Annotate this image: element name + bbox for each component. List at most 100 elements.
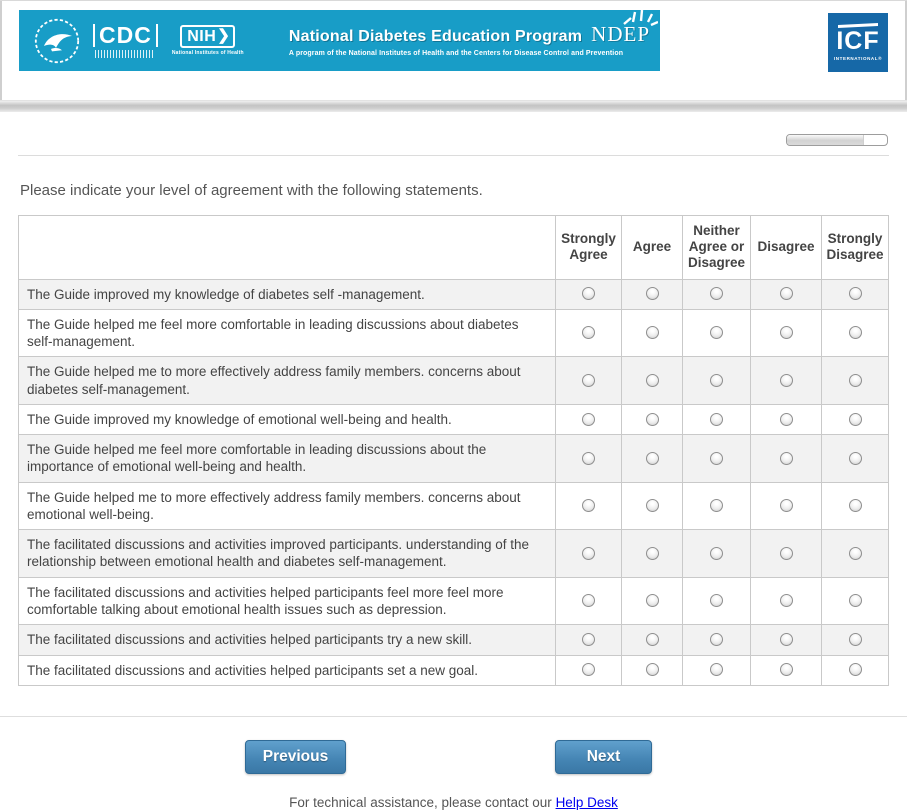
radio-cell[interactable] — [821, 481, 889, 531]
radio-q7-option3[interactable] — [710, 546, 723, 560]
radio-q8-option3[interactable] — [710, 594, 723, 608]
radio-cell[interactable] — [750, 434, 822, 483]
radio-q4-option4[interactable] — [779, 412, 793, 426]
radio-q10-option2[interactable] — [645, 663, 659, 677]
radio-cell[interactable] — [750, 529, 822, 578]
radio-cell[interactable] — [621, 654, 683, 686]
radio-cell[interactable] — [821, 576, 889, 626]
radio-q8-option4[interactable] — [779, 594, 793, 608]
radio-q7-option5[interactable] — [848, 546, 862, 560]
radio-q10-option4[interactable] — [779, 663, 793, 677]
radio-q1-option1[interactable] — [582, 287, 595, 301]
radio-cell[interactable] — [555, 576, 622, 626]
radio-cell[interactable] — [821, 403, 889, 436]
radio-q8-option5[interactable] — [848, 594, 862, 608]
radio-cell[interactable] — [750, 403, 822, 436]
radio-cell[interactable] — [555, 529, 622, 578]
radio-cell[interactable] — [621, 308, 683, 358]
radio-q9-option3[interactable] — [710, 633, 723, 647]
radio-cell[interactable] — [555, 481, 622, 531]
radio-q5-option4[interactable] — [779, 451, 793, 465]
radio-q10-option3[interactable] — [710, 663, 723, 677]
radio-cell[interactable] — [821, 529, 889, 578]
radio-q4-option5[interactable] — [848, 412, 862, 426]
radio-q4-option2[interactable] — [645, 412, 659, 426]
radio-cell[interactable] — [621, 481, 683, 531]
radio-q6-option5[interactable] — [848, 499, 862, 513]
radio-cell[interactable] — [621, 356, 683, 405]
radio-cell[interactable] — [555, 308, 622, 358]
radio-cell[interactable] — [821, 434, 889, 483]
radio-q3-option5[interactable] — [848, 373, 862, 387]
radio-q5-option2[interactable] — [645, 451, 659, 465]
radio-q4-option1[interactable] — [582, 412, 595, 426]
radio-q9-option4[interactable] — [779, 633, 793, 647]
next-button[interactable]: Next — [555, 739, 652, 774]
radio-q6-option2[interactable] — [645, 499, 659, 513]
radio-q9-option1[interactable] — [582, 633, 595, 647]
radio-cell[interactable] — [750, 308, 822, 358]
radio-q8-option2[interactable] — [645, 594, 659, 608]
radio-q2-option2[interactable] — [645, 326, 659, 340]
radio-cell[interactable] — [555, 654, 622, 686]
radio-q2-option1[interactable] — [582, 326, 595, 340]
radio-cell[interactable] — [821, 654, 889, 686]
radio-q6-option1[interactable] — [582, 499, 595, 513]
radio-q10-option1[interactable] — [582, 663, 595, 677]
radio-cell[interactable] — [821, 308, 889, 358]
radio-q3-option2[interactable] — [645, 373, 659, 387]
radio-cell[interactable] — [682, 278, 751, 310]
radio-cell[interactable] — [621, 403, 683, 436]
radio-cell[interactable] — [555, 624, 622, 656]
radio-cell[interactable] — [750, 481, 822, 531]
radio-q6-option4[interactable] — [779, 499, 793, 513]
radio-q5-option3[interactable] — [710, 451, 723, 465]
radio-q6-option3[interactable] — [710, 499, 723, 513]
radio-q10-option5[interactable] — [848, 663, 862, 677]
radio-q1-option5[interactable] — [848, 287, 862, 301]
radio-cell[interactable] — [821, 624, 889, 656]
radio-cell[interactable] — [750, 576, 822, 626]
radio-cell[interactable] — [555, 403, 622, 436]
radio-cell[interactable] — [750, 654, 822, 686]
radio-q9-option5[interactable] — [848, 633, 862, 647]
radio-cell[interactable] — [750, 356, 822, 405]
radio-cell[interactable] — [682, 434, 751, 483]
radio-cell[interactable] — [682, 529, 751, 578]
radio-cell[interactable] — [555, 434, 622, 483]
radio-cell[interactable] — [555, 356, 622, 405]
radio-q7-option2[interactable] — [645, 546, 659, 560]
radio-q5-option1[interactable] — [582, 451, 595, 465]
radio-cell[interactable] — [682, 356, 751, 405]
radio-q2-option5[interactable] — [848, 326, 862, 340]
radio-q3-option4[interactable] — [779, 373, 793, 387]
radio-q2-option4[interactable] — [779, 326, 793, 340]
previous-button[interactable]: Previous — [245, 739, 346, 774]
radio-cell[interactable] — [621, 278, 683, 310]
radio-q9-option2[interactable] — [645, 633, 659, 647]
radio-cell[interactable] — [682, 308, 751, 358]
radio-cell[interactable] — [750, 278, 822, 310]
radio-cell[interactable] — [750, 624, 822, 656]
radio-cell[interactable] — [682, 576, 751, 626]
radio-q4-option3[interactable] — [710, 412, 723, 426]
radio-q7-option1[interactable] — [582, 546, 595, 560]
radio-cell[interactable] — [621, 624, 683, 656]
radio-cell[interactable] — [821, 278, 889, 310]
radio-cell[interactable] — [621, 434, 683, 483]
radio-q3-option1[interactable] — [582, 373, 595, 387]
help-desk-link[interactable]: Help Desk — [555, 794, 618, 810]
radio-q5-option5[interactable] — [848, 451, 862, 465]
radio-q3-option3[interactable] — [710, 373, 723, 387]
radio-cell[interactable] — [682, 624, 751, 656]
radio-q7-option4[interactable] — [779, 546, 793, 560]
radio-q1-option2[interactable] — [645, 287, 659, 301]
radio-cell[interactable] — [555, 278, 622, 310]
radio-q1-option4[interactable] — [779, 287, 793, 301]
radio-cell[interactable] — [821, 356, 889, 405]
radio-q1-option3[interactable] — [710, 287, 723, 301]
radio-cell[interactable] — [621, 529, 683, 578]
radio-cell[interactable] — [682, 654, 751, 686]
radio-q2-option3[interactable] — [710, 326, 723, 340]
radio-cell[interactable] — [682, 481, 751, 531]
